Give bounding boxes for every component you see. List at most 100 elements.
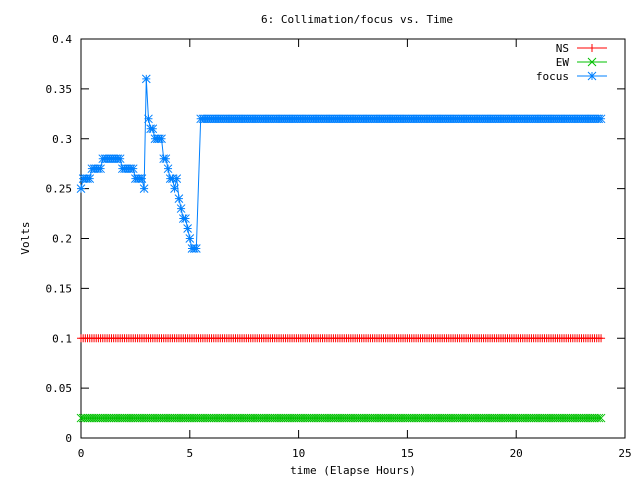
data-point — [335, 413, 345, 423]
data-point — [161, 413, 171, 423]
axis-ticks: 0 0.05 0.1 0.15 0.2 0.25 0.3 0.35 0.4 0 5 10 15 20 25 — [46, 33, 632, 460]
data-point — [263, 413, 273, 423]
legend-label: focus — [536, 70, 569, 83]
data-point — [248, 413, 258, 423]
data-point — [202, 413, 212, 423]
series-layer — [76, 74, 606, 423]
data-point — [211, 413, 221, 423]
data-point — [348, 413, 358, 423]
data-point — [115, 413, 125, 423]
data-point — [231, 413, 240, 423]
data-point — [529, 413, 538, 423]
data-point — [594, 413, 604, 423]
data-point — [383, 413, 393, 423]
data-point — [96, 413, 105, 423]
data-point — [113, 413, 123, 423]
data-point — [581, 413, 591, 423]
data-point — [416, 413, 425, 423]
data-point — [450, 413, 460, 423]
data-point — [455, 413, 464, 423]
data-point — [555, 413, 565, 423]
data-point — [165, 413, 175, 423]
legend-label: NS — [556, 42, 569, 55]
data-point — [470, 413, 480, 423]
data-point — [104, 413, 114, 423]
data-point — [496, 413, 506, 423]
data-point — [94, 413, 103, 423]
data-point — [570, 413, 580, 423]
data-point — [483, 413, 493, 423]
data-point — [168, 413, 177, 423]
data-point — [157, 413, 166, 423]
data-point — [590, 413, 599, 423]
data-point — [405, 413, 414, 423]
data-point — [461, 413, 471, 423]
data-point — [579, 413, 589, 423]
data-point — [200, 413, 210, 423]
data-point — [207, 413, 216, 423]
data-point — [596, 114, 606, 124]
data-point — [316, 413, 325, 423]
data-point — [91, 413, 101, 423]
data-point — [294, 413, 303, 423]
data-point — [287, 413, 297, 423]
data-point — [368, 413, 377, 423]
data-point — [587, 57, 597, 67]
data-point — [242, 413, 251, 423]
data-point — [117, 413, 127, 423]
data-point — [413, 413, 423, 423]
data-point — [437, 413, 447, 423]
data-point — [252, 413, 262, 423]
x-tick-label: 5 — [186, 447, 193, 460]
data-point — [159, 413, 169, 423]
data-point — [587, 71, 597, 81]
data-point — [548, 413, 558, 423]
data-point — [255, 413, 264, 423]
data-point — [366, 413, 375, 423]
data-point — [146, 413, 155, 423]
data-point — [481, 413, 491, 423]
data-point — [459, 413, 469, 423]
data-point — [233, 413, 243, 423]
data-point — [135, 413, 145, 423]
data-point — [487, 413, 497, 423]
data-point — [426, 413, 436, 423]
data-point — [80, 413, 90, 423]
data-point — [592, 413, 602, 423]
data-point — [185, 413, 195, 423]
data-point — [557, 413, 567, 423]
data-point — [352, 413, 362, 423]
data-point — [466, 413, 475, 423]
data-point — [78, 413, 88, 423]
data-point — [226, 413, 236, 423]
data-point — [111, 413, 121, 423]
data-point — [181, 214, 190, 223]
data-point — [435, 413, 445, 423]
data-point — [372, 413, 382, 423]
data-point — [187, 413, 197, 423]
data-point — [492, 413, 501, 423]
data-point — [533, 413, 543, 423]
data-point — [522, 413, 532, 423]
data-point — [181, 413, 190, 423]
data-point — [139, 413, 149, 423]
data-point — [440, 413, 449, 423]
data-point — [131, 413, 140, 423]
data-point — [342, 413, 351, 423]
data-point — [285, 413, 295, 423]
data-point — [337, 413, 347, 423]
data-point — [322, 413, 332, 423]
data-point — [176, 413, 186, 423]
data-point — [209, 413, 219, 423]
data-point — [191, 244, 201, 253]
data-point — [524, 413, 534, 423]
plot-frame — [80, 38, 626, 439]
x-tick-label: 15 — [401, 447, 414, 460]
data-point — [85, 174, 95, 184]
data-point — [498, 413, 508, 423]
data-point — [387, 413, 397, 423]
data-point — [585, 413, 595, 423]
data-point — [363, 413, 373, 423]
data-point — [83, 413, 92, 423]
